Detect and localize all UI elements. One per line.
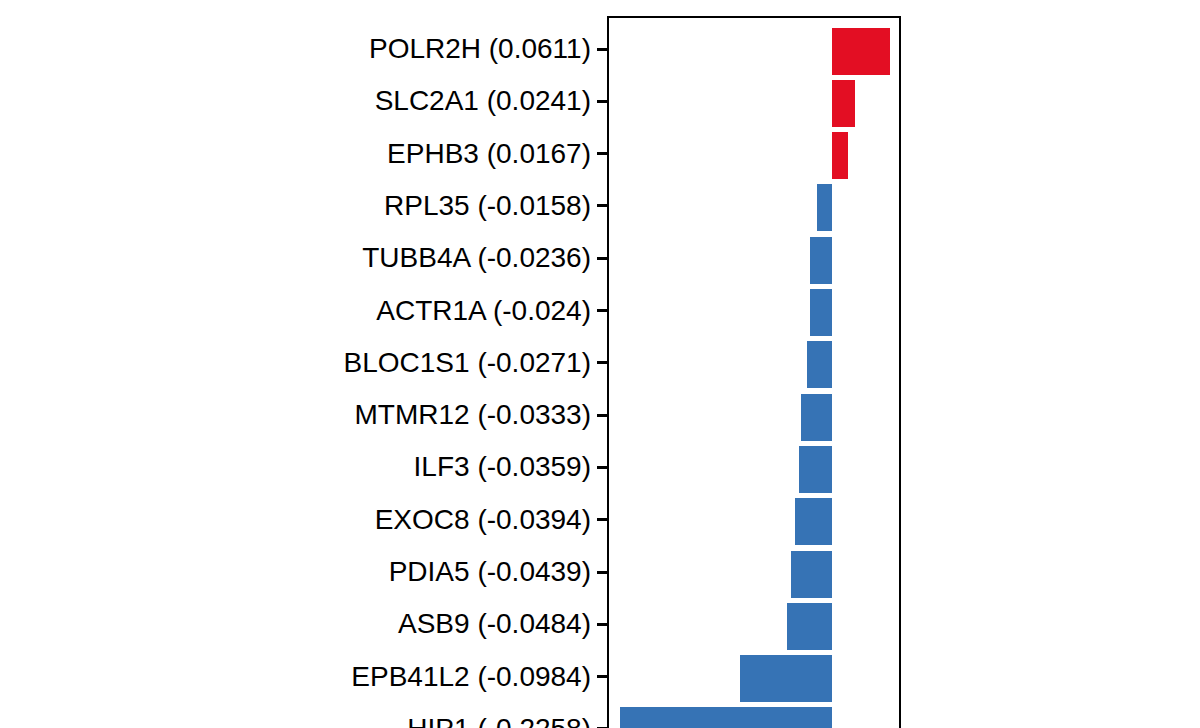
y-tick-label-RPL35: RPL35 (-0.0158) (384, 189, 591, 223)
y-tick-ASB9 (597, 623, 607, 626)
bar-RPL35 (817, 184, 832, 231)
y-tick-EPB41L2 (597, 675, 607, 678)
bar-ASB9 (787, 603, 833, 650)
y-tick-MTMR12 (597, 414, 607, 417)
y-tick-label-BLOC1S1: BLOC1S1 (-0.0271) (344, 346, 591, 380)
y-tick-SLC2A1 (597, 100, 607, 103)
bar-MTMR12 (801, 394, 832, 441)
y-tick-POLR2H (597, 48, 607, 51)
y-tick-label-EPB41L2: EPB41L2 (-0.0984) (351, 660, 591, 694)
y-tick-label-SLC2A1: SLC2A1 (0.0241) (375, 84, 591, 118)
y-tick-label-POLR2H: POLR2H (0.0611) (369, 32, 591, 66)
y-tick-BLOC1S1 (597, 361, 607, 364)
y-tick-label-EPHB3: EPHB3 (0.0167) (387, 137, 591, 171)
bar-EPB41L2 (740, 655, 833, 702)
bar-HIP1 (620, 707, 832, 728)
bar-PDIA5 (791, 551, 832, 598)
bar-SLC2A1 (832, 80, 855, 127)
y-tick-label-MTMR12: MTMR12 (-0.0333) (354, 398, 591, 432)
y-tick-label-ACTR1A: ACTR1A (-0.024) (376, 294, 591, 328)
y-tick-label-ILF3: ILF3 (-0.0359) (414, 450, 591, 484)
y-tick-label-ASB9: ASB9 (-0.0484) (398, 607, 591, 641)
y-tick-ACTR1A (597, 309, 607, 312)
figure: POLR2H (0.0611) SLC2A1 (0.0241) EPHB3 (0.0… (0, 0, 1200, 728)
bar-ILF3 (799, 446, 833, 493)
bar-EXOC8 (795, 498, 832, 545)
y-tick-EPHB3 (597, 152, 607, 155)
y-tick-label-EXOC8: EXOC8 (-0.0394) (375, 503, 591, 537)
bar-TUBB4A (810, 237, 832, 284)
y-tick-label-PDIA5: PDIA5 (-0.0439) (389, 555, 591, 589)
y-tick-label-TUBB4A: TUBB4A (-0.0236) (362, 241, 591, 275)
y-tick-label-HIP1: HIP1 (-0.2258) (407, 712, 591, 728)
y-tick-TUBB4A (597, 257, 607, 260)
bar-ACTR1A (810, 289, 833, 336)
bar-EPHB3 (832, 132, 848, 179)
bar-BLOC1S1 (807, 341, 832, 388)
plot-area (607, 16, 901, 728)
y-tick-RPL35 (597, 204, 607, 207)
y-tick-ILF3 (597, 466, 607, 469)
y-tick-PDIA5 (597, 571, 607, 574)
y-tick-EXOC8 (597, 518, 607, 521)
bar-POLR2H (832, 28, 889, 75)
